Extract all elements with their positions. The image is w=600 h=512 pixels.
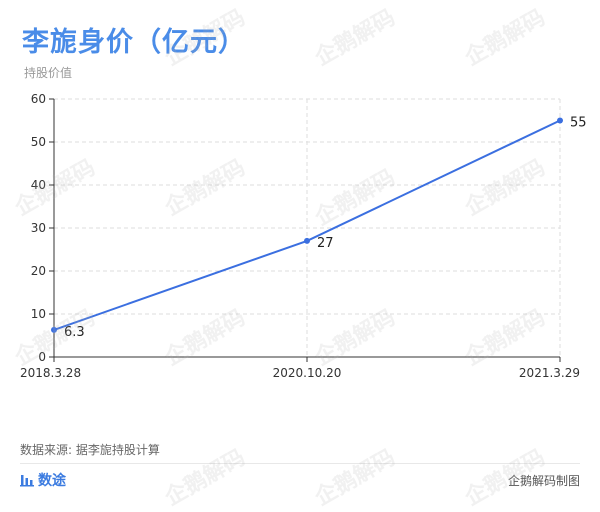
data-point: [304, 237, 310, 244]
brand-name: 数途: [38, 473, 66, 489]
data-point: [51, 326, 57, 333]
data-label: 27: [317, 236, 334, 251]
chart-title: 李旎身价（亿元）: [22, 27, 246, 58]
line-chart: 0 10 20 30 40 50 60 2018.3.28 2020.10.20 2021.3.2…: [20, 92, 587, 380]
x-tick-label: 2018.3.28: [20, 366, 81, 380]
y-tick-label: 60: [31, 92, 46, 106]
y-tick-label: 50: [31, 135, 46, 149]
y-tick-label: 30: [31, 221, 46, 235]
x-tick-label: 2021.3.29: [519, 366, 580, 380]
y-tick-label: 10: [31, 307, 46, 321]
y-tick-label: 40: [31, 178, 46, 192]
footer-divider: [20, 463, 580, 464]
chart-subtitle: 持股价值: [24, 66, 73, 80]
watermark-text: 企鹅解码: [310, 445, 400, 511]
data-label: 55: [570, 116, 587, 131]
data-point: [557, 117, 563, 124]
brand-logo: 数途: [20, 470, 66, 490]
credit-text: 企鹅解码制图: [507, 474, 580, 488]
watermark-text: 企鹅解码: [160, 445, 250, 511]
y-tick-label: 20: [31, 264, 46, 278]
bar-chart-icon: [20, 475, 34, 487]
y-tick-label: 0: [38, 350, 46, 364]
x-tick-label: 2020.10.20: [273, 366, 342, 380]
data-label: 6.3: [64, 325, 85, 340]
data-source: 数据来源: 据李旎持股计算: [20, 443, 160, 457]
